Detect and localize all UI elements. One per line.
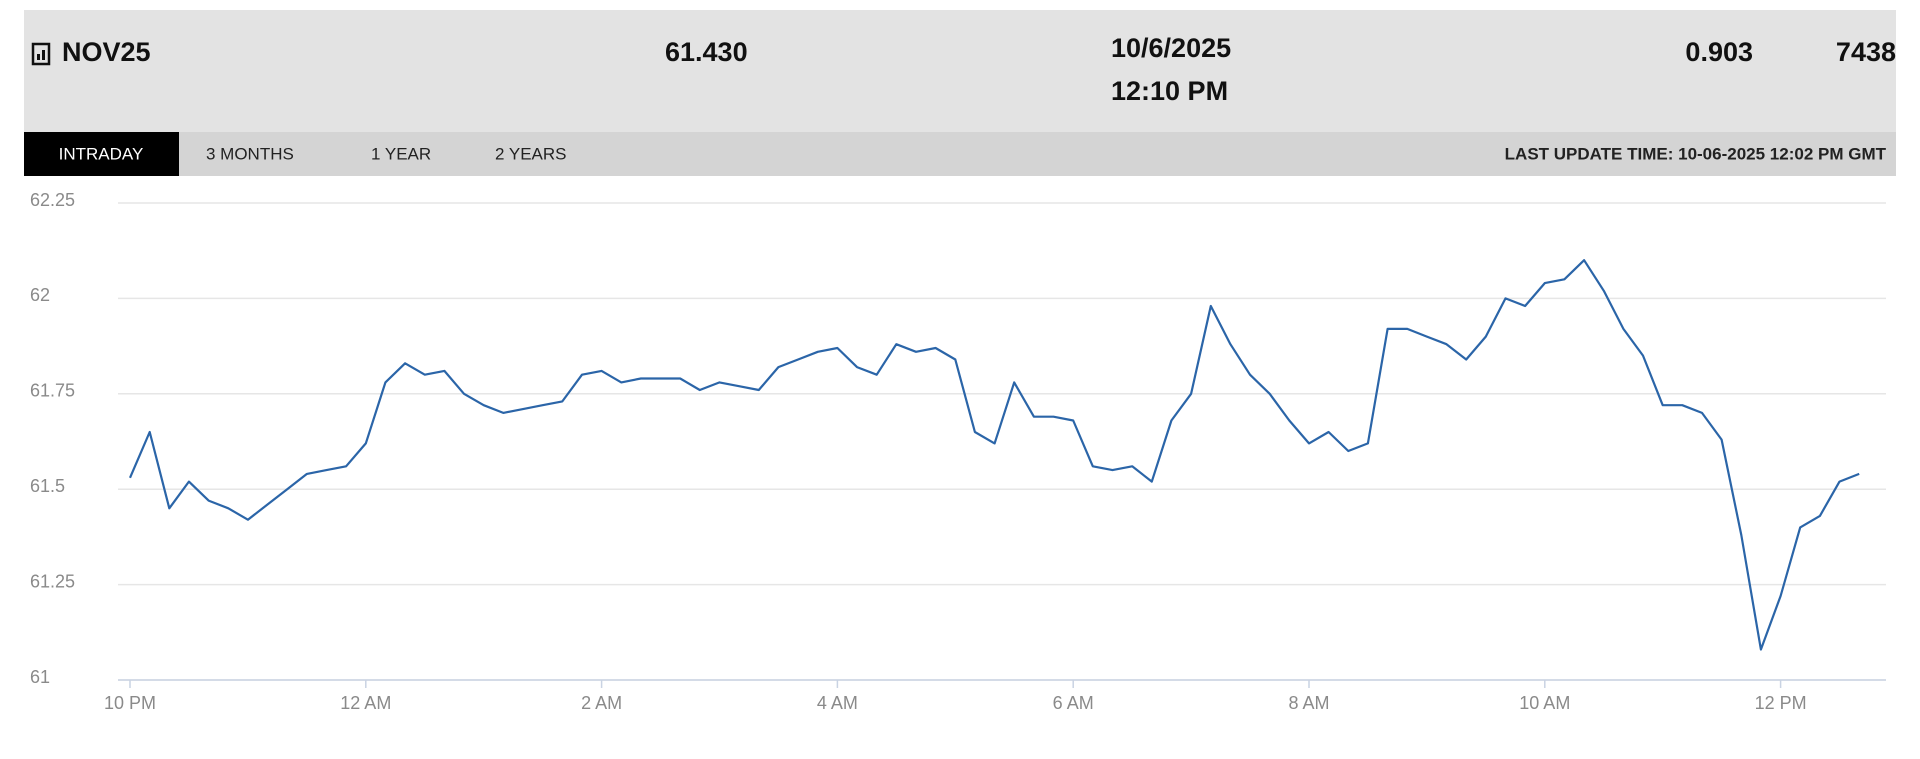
date: 10/6/2025 — [1111, 33, 1231, 63]
x-tick-label: 10 PM — [104, 693, 156, 713]
tab[interactable]: 2 YEARS — [495, 144, 567, 163]
x-tick-label: 4 AM — [817, 693, 858, 713]
y-tick-label: 62.25 — [30, 190, 75, 210]
y-tick-label: 61.25 — [30, 571, 75, 591]
y-tick-label: 61.5 — [30, 476, 65, 496]
price-line — [128, 259, 1860, 651]
change: 0.903 — [1685, 37, 1753, 67]
active-tab[interactable] — [24, 132, 179, 176]
volume: 7438 — [1836, 37, 1896, 67]
y-tick-label: 61.75 — [30, 381, 75, 401]
x-tick-label: 6 AM — [1053, 693, 1094, 713]
x-tick-label: 8 AM — [1288, 693, 1329, 713]
tab[interactable]: INTRADAY — [59, 144, 144, 163]
plot: 61 61.25 61.5 61.75 62 62.25 10 PM 12 AM 2 AM 4 A… — [30, 190, 1886, 713]
x-tick-label: 2 AM — [581, 693, 622, 713]
price: 61.430 — [665, 37, 748, 67]
header-panel — [24, 10, 1896, 132]
contract-icon — [31, 42, 51, 66]
x-tick-label: 10 AM — [1519, 693, 1570, 713]
y-tick-label: 62 — [30, 285, 50, 305]
last-update: LAST UPDATE TIME: 10-06-2025 12:02 PM GM… — [1505, 144, 1887, 163]
tab[interactable]: 3 MONTHS — [206, 144, 294, 163]
time: 12:10 PM — [1111, 76, 1228, 106]
y-tick-label: 61 — [30, 667, 50, 687]
x-tick-label: 12 AM — [340, 693, 391, 713]
contract: NOV25 — [62, 37, 151, 67]
x-tick-label: 12 PM — [1755, 693, 1807, 713]
tab[interactable]: 1 YEAR — [371, 144, 431, 163]
tab-bar — [24, 132, 1896, 176]
